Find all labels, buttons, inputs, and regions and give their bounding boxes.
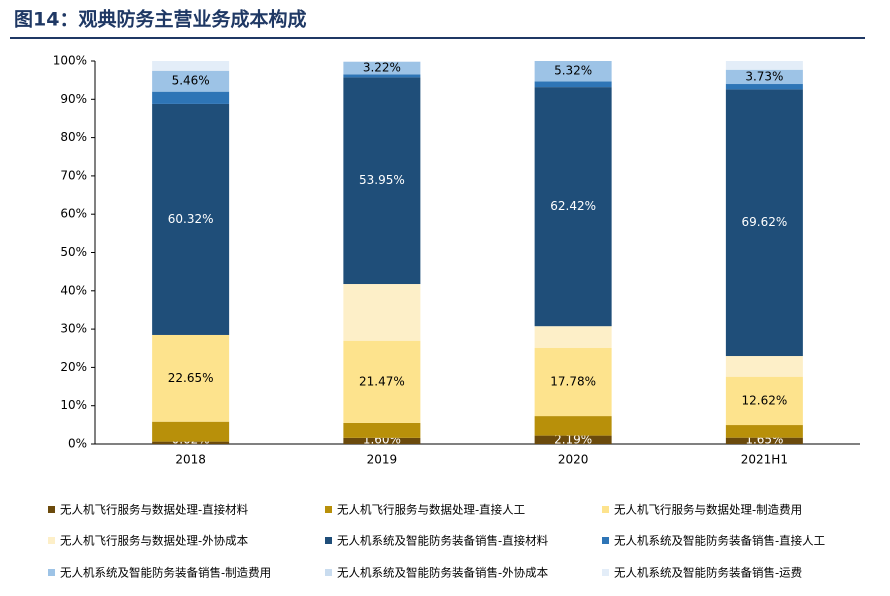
y-tick-label: 0% xyxy=(68,437,87,451)
data-label: 62.42% xyxy=(550,199,596,213)
bar-segment xyxy=(725,61,803,70)
legend-swatch xyxy=(602,569,609,576)
legend-label: 无人机系统及智能防务装备销售-直接材料 xyxy=(337,534,549,548)
bar-segment xyxy=(534,435,612,444)
legend-label: 无人机飞行服务与数据处理-直接人工 xyxy=(337,503,525,517)
legend-swatch xyxy=(48,506,55,513)
bar-segment xyxy=(152,334,230,422)
bar-segment xyxy=(534,61,612,82)
bar-segment xyxy=(343,61,421,75)
y-tick-label: 100% xyxy=(53,54,87,68)
bar-segment xyxy=(152,70,230,92)
data-label: 69.62% xyxy=(741,215,787,229)
y-tick-label: 10% xyxy=(60,398,87,412)
legend-swatch xyxy=(325,537,332,544)
bar-segment xyxy=(152,103,230,335)
data-label: 12.62% xyxy=(741,393,787,407)
bar-segment xyxy=(534,87,612,327)
bar-segment xyxy=(725,89,803,357)
legend-label: 无人机系统及智能防务装备销售-运费 xyxy=(614,566,802,580)
bar-segment xyxy=(343,77,421,285)
y-tick-label: 40% xyxy=(60,283,87,297)
legend-label: 无人机飞行服务与数据处理-外协成本 xyxy=(60,534,249,548)
bar-segment xyxy=(152,421,230,442)
chart-title: 图14：观典防务主营业务成本构成 xyxy=(14,8,306,31)
bar-segment xyxy=(534,347,612,417)
bar-segment xyxy=(725,69,803,85)
bar-segment xyxy=(343,422,421,438)
y-tick-label: 50% xyxy=(60,245,87,259)
bar-segment xyxy=(725,376,803,426)
bar-segment xyxy=(725,84,803,90)
y-tick-label: 70% xyxy=(60,168,87,182)
data-label: 17.78% xyxy=(550,375,596,389)
y-tick-label: 80% xyxy=(60,130,87,144)
legend-swatch xyxy=(602,537,609,544)
bar-segment xyxy=(534,81,612,88)
bar-segment xyxy=(343,74,421,78)
data-label: 60.32% xyxy=(168,212,214,226)
data-label: 21.47% xyxy=(359,374,405,388)
legend-swatch xyxy=(48,537,55,544)
y-tick-label: 20% xyxy=(60,360,87,374)
y-tick-label: 60% xyxy=(60,207,87,221)
bar-segment xyxy=(343,61,421,62)
data-label: 3.73% xyxy=(745,69,783,83)
x-tick-label: 2021H1 xyxy=(741,453,788,467)
x-tick-label: 2018 xyxy=(175,453,206,467)
data-label: 5.46% xyxy=(172,74,210,88)
legend-label: 无人机飞行服务与数据处理-制造费用 xyxy=(614,503,802,517)
bar-segment xyxy=(152,61,230,71)
data-label: 22.65% xyxy=(168,371,214,385)
data-label: 53.95% xyxy=(359,173,405,187)
legend-label: 无人机系统及智能防务装备销售-直接人工 xyxy=(614,534,825,548)
x-tick-label: 2020 xyxy=(558,453,589,467)
bar-segment xyxy=(534,416,612,436)
legend-swatch xyxy=(325,506,332,513)
bar-segment xyxy=(152,91,230,104)
bar-segment xyxy=(152,441,230,444)
bar-segment xyxy=(343,437,421,444)
bar-segment xyxy=(725,356,803,377)
legend-swatch xyxy=(325,569,332,576)
legend-label: 无人机系统及智能防务装备销售-制造费用 xyxy=(60,566,271,580)
data-label: 3.22% xyxy=(363,61,401,75)
data-label: 5.32% xyxy=(554,64,592,78)
bar-segment xyxy=(725,437,803,444)
legend-label: 无人机系统及智能防务装备销售-外协成本 xyxy=(337,566,549,580)
data-label: 2.19% xyxy=(554,433,592,447)
y-tick-label: 30% xyxy=(60,322,87,336)
legend-swatch xyxy=(48,569,55,576)
y-tick-label: 90% xyxy=(60,92,87,106)
legend-label: 无人机飞行服务与数据处理-直接材料 xyxy=(60,503,249,517)
bar-segment xyxy=(534,326,612,348)
bar-segment xyxy=(725,425,803,438)
legend-swatch xyxy=(602,506,609,513)
x-tick-label: 2019 xyxy=(367,453,398,467)
bar-segment xyxy=(343,340,421,423)
bar-segment xyxy=(343,284,421,341)
